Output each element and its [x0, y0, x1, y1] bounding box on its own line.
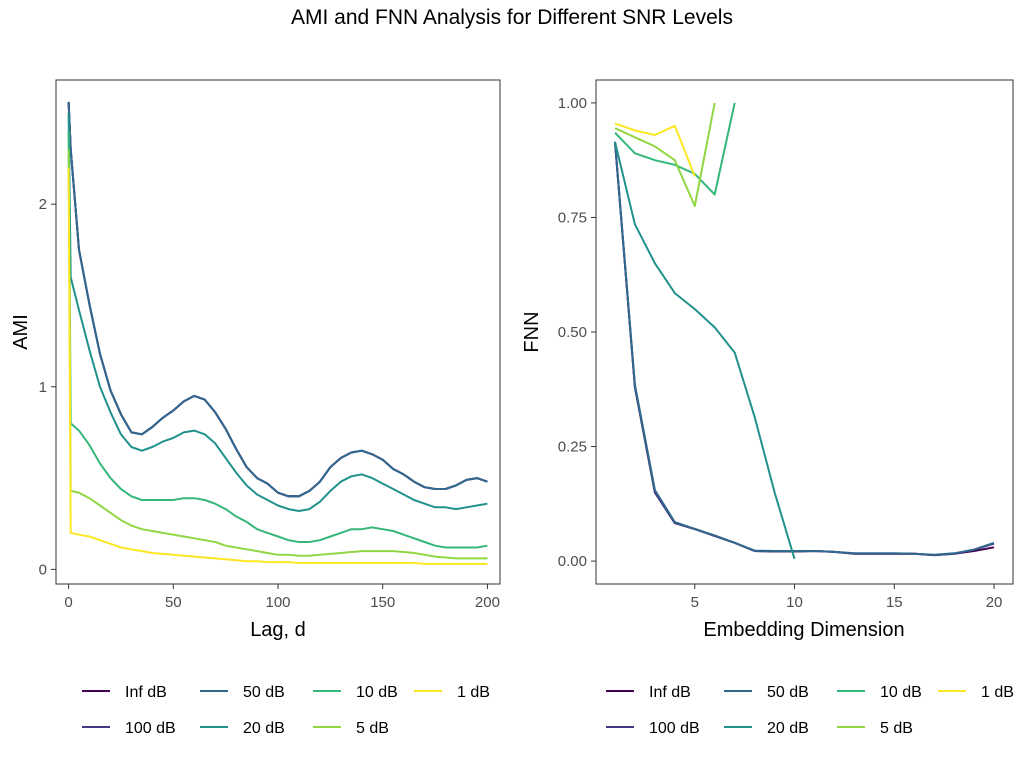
ami-x-tick-label: 50: [165, 594, 182, 611]
fnn-legend-label-20-db: 20 dB: [767, 720, 809, 737]
ami-panel-border: [55, 79, 501, 585]
fnn-panel-border: [595, 79, 1014, 585]
ami-series-line-inf-db: [67, 101, 488, 498]
fnn-legend-label-1-db: 1 dB: [981, 684, 1014, 701]
fnn-x-tick-label: 10: [786, 594, 803, 611]
ami-legend-label-10-db: 10 dB: [356, 684, 398, 701]
fnn-series-line-1-db: [614, 122, 696, 177]
fnn-x-axis-title: Embedding Dimension: [703, 619, 904, 641]
fnn-legend-label-5-db: 5 dB: [880, 720, 913, 737]
ami-series-line-20-db: [67, 112, 488, 512]
ami-legend-label-50-db: 50 dB: [243, 684, 285, 701]
ami-legend-label-5-db: 5 dB: [356, 720, 389, 737]
fnn-y-tick-label: 0.00: [558, 553, 587, 570]
fnn-y-tick-label: 0.75: [558, 209, 587, 226]
ami-y-tick-label: 0: [39, 561, 47, 578]
ami-series-line-5-db: [67, 149, 488, 560]
fnn-y-tick-label: 1.00: [558, 95, 587, 112]
fnn-x-tick-label: 20: [986, 594, 1003, 611]
fnn-y-axis-title: FNN: [521, 311, 543, 352]
fnn-series-line-100-db: [614, 141, 995, 557]
fnn-panel: 5 10 15 20 0.00 0.25 0.50 0.75 1.00 Embedding Dim…: [521, 79, 1014, 737]
fnn-x-tick-label: 5: [691, 594, 699, 611]
fnn-series-group: [614, 102, 995, 560]
fnn-legend-label-50-db: 50 dB: [767, 684, 809, 701]
ami-y-axis-title: AMI: [10, 314, 32, 350]
ami-x-tick-label: 200: [475, 594, 500, 611]
ami-legend-label-1-db: 1 dB: [457, 684, 490, 701]
ami-x-tick-label: 150: [370, 594, 395, 611]
fnn-series-line-50-db: [614, 141, 995, 556]
fnn-series-line-10-db: [614, 102, 736, 196]
ami-series-group: [67, 101, 488, 565]
ami-legend: Inf dB 50 dB 10 dB 1 dB 100 dB 20 dB 5 dB: [82, 684, 490, 737]
fnn-y-tick-label: 0.25: [558, 439, 587, 456]
ami-y-tick-label: 2: [39, 196, 47, 213]
fnn-y-tick-label: 0.50: [558, 324, 587, 341]
ami-panel: 0 50 100 150 200 0 1 2 Lag, d AMI Inf dB 50 dB 10 dB…: [10, 79, 501, 737]
figure-title: AMI and FNN Analysis for Different SNR L…: [291, 6, 733, 29]
ami-series-line-100-db: [67, 101, 488, 498]
ami-x-tick-label: 0: [64, 594, 72, 611]
fnn-legend: Inf dB 50 dB 10 dB 1 dB 100 dB 20 dB 5 dB: [606, 684, 1014, 737]
ami-series-line-50-db: [67, 101, 488, 498]
fnn-series-line-inf-db: [614, 141, 995, 557]
ami-x-tick-label: 100: [265, 594, 290, 611]
ami-series-line-10-db: [67, 131, 488, 549]
ami-legend-label-20-db: 20 dB: [243, 720, 285, 737]
ami-x-axis-title: Lag, d: [250, 619, 306, 641]
fnn-series-line-20-db: [614, 141, 796, 560]
fnn-legend-label-100-db: 100 dB: [649, 720, 700, 737]
fnn-series-line-5-db: [614, 102, 716, 207]
fnn-x-tick-label: 15: [886, 594, 903, 611]
ami-y-tick-label: 1: [39, 379, 47, 396]
ami-legend-label-inf-db: Inf dB: [125, 684, 167, 701]
ami-series-line-1-db: [67, 167, 488, 565]
ami-legend-label-100-db: 100 dB: [125, 720, 176, 737]
fnn-legend-label-10-db: 10 dB: [880, 684, 922, 701]
fnn-legend-label-inf-db: Inf dB: [649, 684, 691, 701]
